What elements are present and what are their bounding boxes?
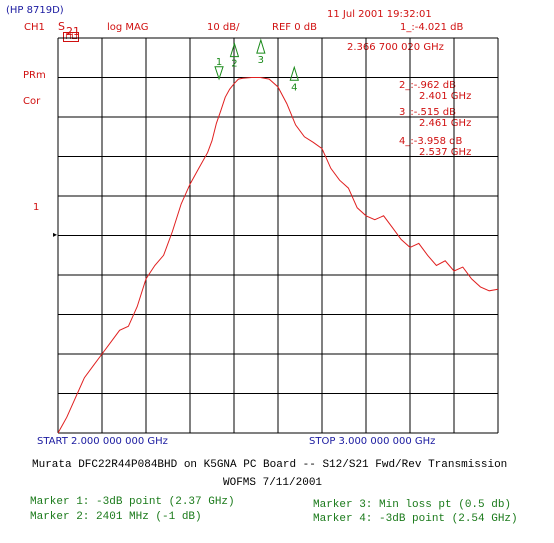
note-marker-3: Marker 3: Min loss pt (0.5 db) bbox=[313, 499, 512, 511]
marker-1: 1 bbox=[214, 57, 224, 81]
marker-1-label: 1 bbox=[216, 57, 222, 68]
prm-label: PRm bbox=[23, 70, 46, 81]
param-label: S21 bbox=[58, 20, 80, 38]
marker-4: 4 bbox=[289, 65, 299, 93]
marker-4-triangle bbox=[289, 65, 299, 81]
instrument-model: (HP 8719D) bbox=[6, 5, 64, 16]
note-marker-1: Marker 1: -3dB point (2.37 GHz) bbox=[30, 496, 235, 508]
note-marker-4: Marker 4: -3dB point (2.54 GHz) bbox=[313, 513, 518, 525]
marker1-frequency: 2.366 700 020 GHz bbox=[347, 42, 444, 53]
stop-frequency: STOP 3.000 000 000 GHz bbox=[309, 436, 436, 447]
marker-3: 3 bbox=[256, 38, 266, 66]
date-time: 11 Jul 2001 19:32:01 bbox=[327, 9, 432, 20]
reference-label: REF 0 dB bbox=[272, 22, 317, 33]
marker3-frequency: 2.461 GHz bbox=[419, 118, 472, 129]
format-label: log MAG bbox=[107, 22, 149, 33]
marker2-readout: 2_:-.962 dB bbox=[399, 80, 456, 91]
marker-4-label: 4 bbox=[291, 82, 297, 93]
param-sub: 21 bbox=[65, 25, 80, 38]
box-icon: ⊓⊔ bbox=[63, 32, 80, 42]
marker4-frequency: 2.537 GHz bbox=[419, 147, 472, 158]
scale-label: 10 dB/ bbox=[207, 22, 240, 33]
cor-label: Cor bbox=[23, 96, 41, 107]
marker-1-triangle bbox=[214, 66, 224, 81]
marker4-readout: 4_:-3.958 dB bbox=[399, 136, 463, 147]
marker3-readout: 3_:-.515 dB bbox=[399, 107, 456, 118]
marker-2: 2 bbox=[229, 41, 240, 70]
marker-3-triangle bbox=[256, 38, 266, 54]
marker2-frequency: 2.401 GHz bbox=[419, 91, 472, 102]
marker-3-label: 3 bbox=[258, 55, 264, 66]
start-frequency: START 2.000 000 000 GHz bbox=[37, 436, 168, 447]
caption-title: Murata DFC22R44P084BHD on K5GNA PC Board… bbox=[32, 459, 508, 471]
param-main: S bbox=[58, 20, 65, 33]
trace-line bbox=[57, 77, 499, 434]
channel-label: CH1 bbox=[24, 22, 45, 33]
marker-2-label: 2 bbox=[231, 59, 237, 70]
note-marker-2: Marker 2: 2401 MHz (-1 dB) bbox=[30, 511, 202, 523]
marker1-readout: 1_:-4.021 dB bbox=[400, 22, 464, 33]
marker-2-triangle bbox=[229, 41, 240, 58]
reference-position-label: 1 bbox=[33, 202, 40, 213]
caption-date: WOFMS 7/11/2001 bbox=[223, 477, 323, 489]
reference-arrow-icon: ▸ bbox=[53, 230, 58, 239]
